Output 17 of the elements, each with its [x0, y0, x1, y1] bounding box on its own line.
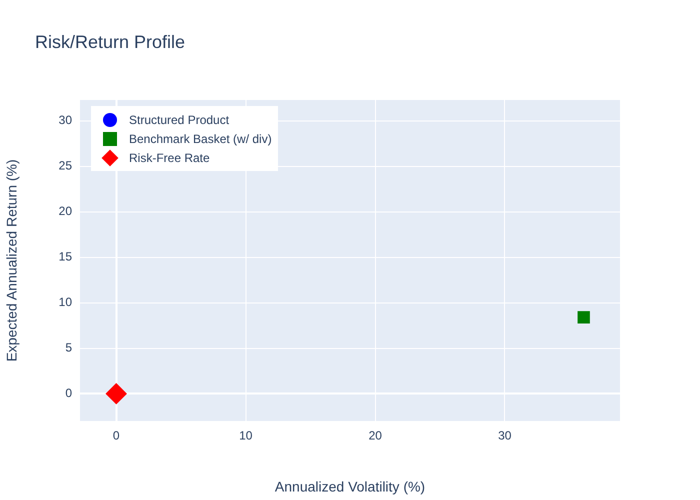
- legend-label: Risk-Free Rate: [129, 150, 210, 164]
- y-tick-label: 30: [58, 113, 72, 128]
- y-tick-label: 5: [65, 340, 72, 355]
- y-tick-label: 0: [65, 386, 72, 400]
- y-tick-label: 25: [58, 158, 72, 173]
- y-axis-title: Expected Annualized Return (%): [3, 159, 20, 362]
- x-tick-label: 20: [368, 428, 382, 443]
- y-tick-label: 15: [58, 250, 72, 264]
- x-tick-label: 10: [239, 428, 253, 443]
- y-tick-label: 20: [58, 204, 72, 218]
- chart-title: Risk/Return Profile: [35, 32, 186, 53]
- x-tick-label: 0: [112, 428, 120, 443]
- legend-label: Benchmark Basket (w/ div): [129, 132, 272, 146]
- x-tick-label: 30: [498, 428, 512, 443]
- x-axis-title: Annualized Volatility (%): [274, 478, 426, 494]
- y-tick-label: 10: [58, 295, 72, 310]
- legend-label: Structured Product: [129, 112, 230, 126]
